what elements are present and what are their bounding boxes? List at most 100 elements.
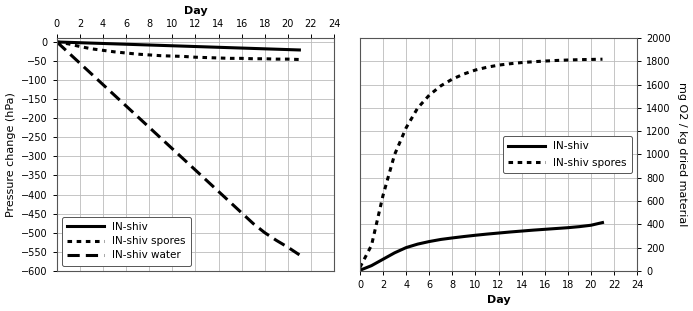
IN-shiv water	[168, 147, 177, 151]
IN-shiv	[179, 44, 188, 48]
Y-axis label: mg O2 / kg dried material: mg O2 / kg dried material	[678, 82, 687, 227]
IN-shiv spores	[552, 58, 561, 62]
IN-shiv spores	[471, 68, 480, 72]
IN-shiv spores	[425, 93, 433, 97]
IN-shiv spores	[587, 58, 595, 61]
IN-shiv	[203, 45, 211, 49]
IN-shiv	[402, 246, 410, 249]
IN-shiv	[459, 235, 468, 239]
IN-shiv	[483, 232, 491, 236]
IN-shiv spores	[226, 57, 234, 60]
Line: IN-shiv: IN-shiv	[57, 42, 299, 50]
IN-shiv	[390, 251, 398, 255]
IN-shiv	[518, 229, 526, 233]
IN-shiv spores	[122, 51, 130, 55]
IN-shiv	[134, 43, 142, 46]
IN-shiv	[157, 44, 165, 47]
IN-shiv spores	[76, 45, 84, 49]
IN-shiv spores	[575, 58, 584, 62]
IN-shiv spores	[261, 57, 269, 61]
IN-shiv water	[157, 136, 165, 140]
Y-axis label: Pressure change (hPa): Pressure change (hPa)	[6, 92, 15, 217]
IN-shiv spores	[414, 106, 422, 110]
IN-shiv spores	[483, 65, 491, 69]
IN-shiv water	[249, 222, 257, 225]
IN-shiv water	[191, 168, 200, 172]
IN-shiv	[145, 43, 153, 47]
IN-shiv water	[53, 40, 61, 44]
IN-shiv	[249, 47, 257, 50]
IN-shiv water	[145, 126, 153, 129]
IN-shiv water	[261, 231, 269, 234]
IN-shiv	[414, 242, 422, 246]
IN-shiv	[283, 48, 292, 51]
IN-shiv spores	[249, 57, 257, 61]
IN-shiv spores	[541, 59, 549, 63]
IN-shiv	[437, 238, 445, 241]
IN-shiv water	[122, 104, 130, 108]
IN-shiv spores	[179, 55, 188, 58]
IN-shiv	[552, 227, 561, 230]
IN-shiv	[295, 48, 304, 52]
IN-shiv	[529, 228, 537, 232]
IN-shiv spores	[157, 54, 165, 58]
IN-shiv water	[110, 94, 119, 97]
IN-shiv	[575, 225, 584, 229]
IN-shiv spores	[238, 57, 246, 60]
Legend: IN-shiv, IN-shiv spores: IN-shiv, IN-shiv spores	[503, 136, 632, 173]
IN-shiv spores	[459, 72, 468, 76]
IN-shiv	[87, 41, 96, 45]
IN-shiv	[471, 233, 480, 237]
IN-shiv water	[179, 158, 188, 161]
IN-shiv spores	[110, 50, 119, 54]
IN-shiv spores	[379, 193, 387, 197]
IN-shiv	[122, 42, 130, 46]
IN-shiv water	[226, 200, 234, 204]
IN-shiv water	[295, 253, 304, 257]
Legend: IN-shiv, IN-shiv spores, IN-shiv water: IN-shiv, IN-shiv spores, IN-shiv water	[62, 217, 191, 266]
IN-shiv spores	[437, 84, 445, 88]
IN-shiv water	[76, 62, 84, 65]
IN-shiv water	[203, 179, 211, 183]
IN-shiv spores	[506, 62, 514, 66]
IN-shiv	[506, 230, 514, 234]
IN-shiv spores	[168, 54, 177, 58]
IN-shiv	[238, 46, 246, 50]
IN-shiv	[99, 42, 107, 45]
IN-shiv spores	[214, 56, 222, 60]
Line: IN-shiv spores: IN-shiv spores	[57, 42, 299, 59]
X-axis label: Day: Day	[184, 6, 207, 16]
IN-shiv	[168, 44, 177, 48]
IN-shiv spores	[356, 266, 364, 269]
IN-shiv	[226, 46, 234, 49]
Line: IN-shiv: IN-shiv	[360, 223, 602, 270]
IN-shiv spores	[598, 57, 606, 61]
IN-shiv	[261, 47, 269, 51]
IN-shiv spores	[283, 57, 292, 61]
IN-shiv spores	[563, 58, 572, 62]
IN-shiv	[53, 40, 61, 44]
IN-shiv	[587, 223, 595, 227]
X-axis label: Day: Day	[486, 295, 510, 305]
IN-shiv spores	[134, 52, 142, 56]
IN-shiv	[191, 45, 200, 49]
IN-shiv	[448, 236, 457, 240]
IN-shiv	[367, 264, 376, 267]
IN-shiv spores	[390, 153, 398, 156]
IN-shiv	[272, 47, 281, 51]
IN-shiv	[563, 226, 572, 230]
IN-shiv spores	[64, 42, 73, 46]
IN-shiv spores	[448, 77, 457, 81]
IN-shiv water	[99, 83, 107, 86]
IN-shiv spores	[529, 60, 537, 64]
IN-shiv spores	[99, 49, 107, 52]
IN-shiv spores	[402, 126, 410, 130]
IN-shiv spores	[367, 244, 376, 247]
IN-shiv	[76, 41, 84, 44]
IN-shiv water	[87, 72, 96, 76]
IN-shiv spores	[518, 61, 526, 64]
IN-shiv	[598, 221, 606, 225]
IN-shiv	[379, 258, 387, 261]
IN-shiv spores	[191, 55, 200, 59]
IN-shiv water	[134, 115, 142, 118]
